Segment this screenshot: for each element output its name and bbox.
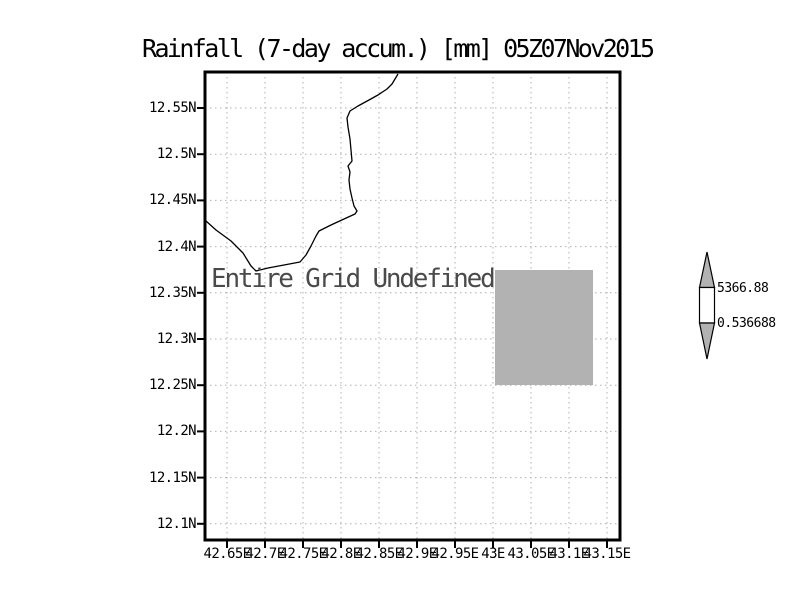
lon-tick-label: 43E xyxy=(481,546,505,562)
lon-tick-label: 43.05E xyxy=(507,546,556,562)
chart-title: Rainfall (7-day accum.) [mm] 05Z07Nov201… xyxy=(142,34,655,63)
plot-border xyxy=(203,70,622,542)
lat-tick-label: 12.5N xyxy=(156,146,197,163)
coastline xyxy=(205,73,399,272)
ticks-group xyxy=(197,107,608,548)
lon-tick-label: 42.95E xyxy=(431,546,480,562)
lon-tick-label: 42.9E xyxy=(397,546,437,562)
lat-tick-label: 12.55N xyxy=(149,100,197,116)
lon-tick-label: 42.65E xyxy=(203,546,252,562)
colorbar-up-arrow xyxy=(698,251,716,289)
lon-tick-label: 42.7E xyxy=(245,546,285,562)
colorbar-down-arrow xyxy=(698,322,716,360)
lat-tick-label: 12.15N xyxy=(149,469,197,486)
lat-tick-label: 12.25N xyxy=(149,377,197,394)
lon-tick-label: 43.15E xyxy=(583,546,632,562)
lat-tick-label: 12.45N xyxy=(149,192,197,209)
lon-tick-label: 42.75E xyxy=(279,546,328,562)
lon-tick-label: 42.85E xyxy=(355,546,404,562)
lat-tick-label: 12.35N xyxy=(149,284,197,301)
lat-tick-label: 12.4N xyxy=(156,238,197,255)
colorbar-segment xyxy=(698,286,716,324)
lon-tick-label: 43.1E xyxy=(549,546,589,562)
colorbar-min-label: 0.536688 xyxy=(717,316,776,331)
undefined-shaded-region xyxy=(495,270,593,385)
undefined-annotation: Entire Grid Undefined xyxy=(211,264,496,294)
lon-tick-label: 42.8E xyxy=(321,546,361,562)
lat-tick-label: 12.3N xyxy=(156,331,197,347)
colorbar-max-label: 5366.88 xyxy=(717,281,769,296)
lat-tick-label: 12.1N xyxy=(156,515,197,532)
lat-tick-label: 12.2N xyxy=(156,423,197,440)
